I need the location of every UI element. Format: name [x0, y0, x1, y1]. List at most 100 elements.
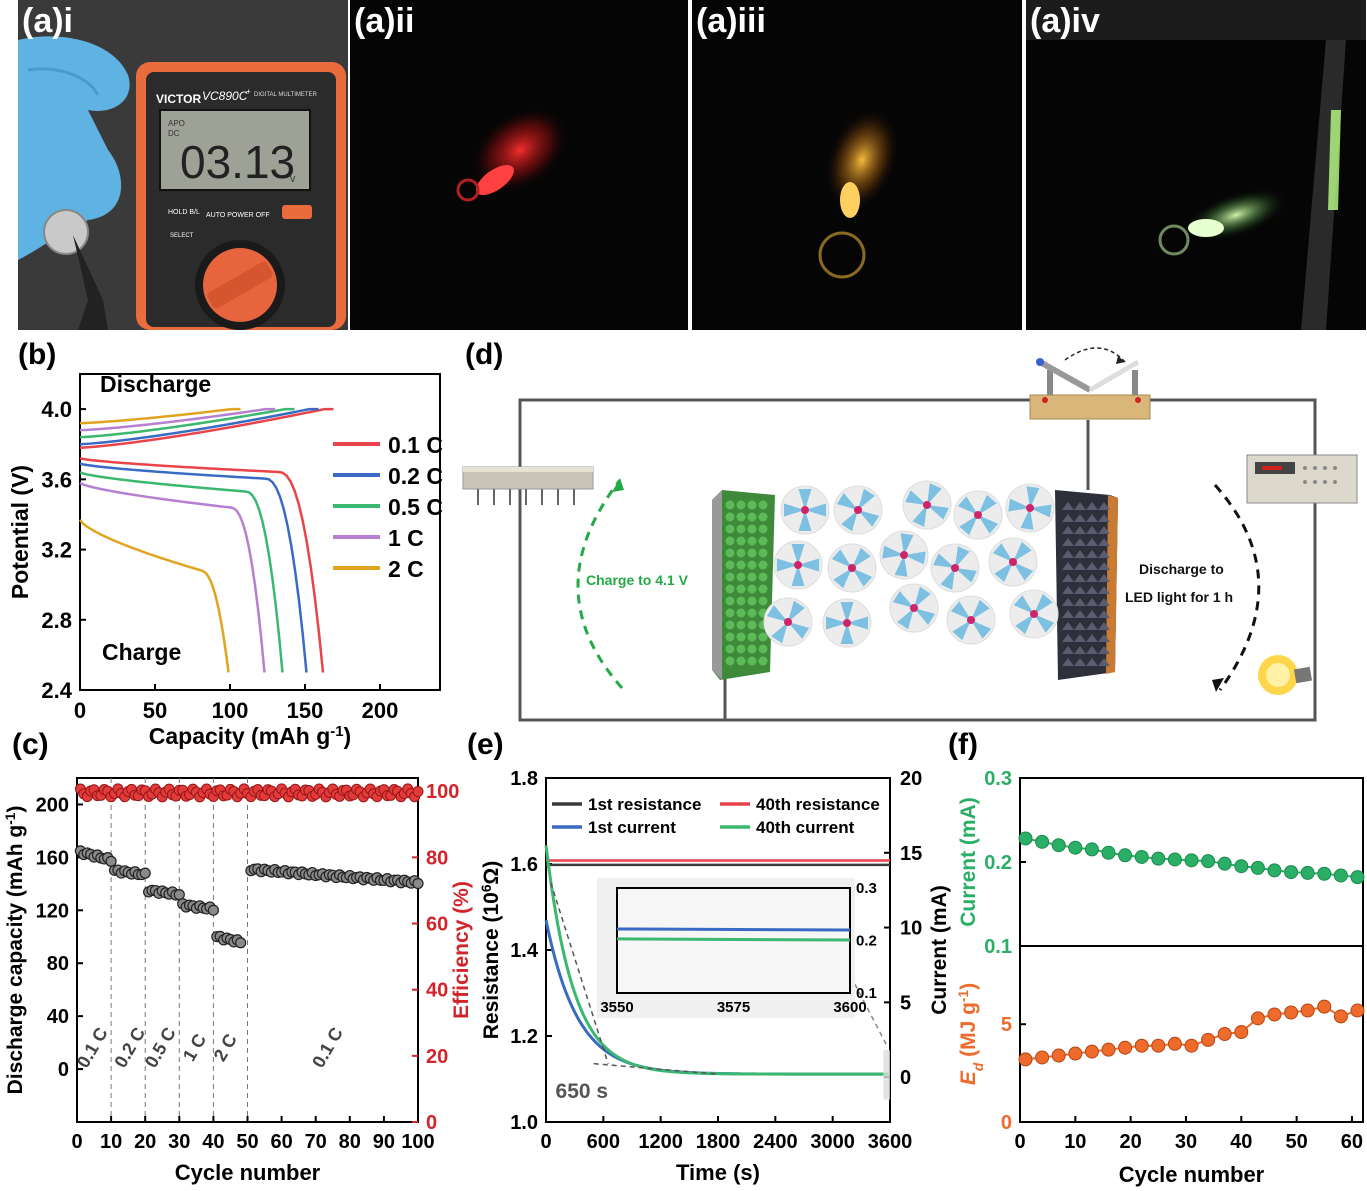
- ion-blade: [933, 553, 955, 568]
- ion-blade: [766, 605, 788, 622]
- cathode-bump: [1098, 502, 1110, 510]
- charge-curve-0: [79, 407, 334, 449]
- x-tick-label-c: 70: [305, 1131, 327, 1153]
- cathode-bump: [1086, 526, 1098, 534]
- circuit-wire-frame: [518, 398, 1317, 722]
- y2-tick-label-e: 5: [900, 992, 911, 1014]
- ion-blade: [840, 601, 854, 623]
- anode-bump: [747, 596, 757, 606]
- legend-label-e-1: 40th resistance: [756, 795, 880, 814]
- ion-core: [794, 561, 802, 569]
- svg-text:DIGITAL MULTIMETER: DIGITAL MULTIMETER: [254, 92, 318, 98]
- ion-core: [848, 564, 856, 572]
- cathode-bump: [1074, 502, 1086, 510]
- x-tick-label-e: 1200: [638, 1131, 683, 1153]
- ion-blade: [904, 551, 926, 565]
- anode-bump: [725, 524, 735, 534]
- tangent-line: [593, 1062, 719, 1075]
- ion-blade: [840, 623, 854, 645]
- current-point-f: [1333, 868, 1348, 883]
- cathode-bump: [1086, 538, 1098, 546]
- ion-blade: [791, 543, 805, 565]
- charge-curve-1: [79, 407, 319, 446]
- ion-blade: [955, 546, 970, 568]
- anode-bump: [747, 524, 757, 534]
- panel-label-a-i: (a)i: [22, 2, 73, 40]
- y-axis-label-c: Discharge capacity (mAh g-1): [3, 806, 28, 1095]
- y-tick-label-f-top: 0.1: [984, 936, 1012, 958]
- cathode-bump: [1074, 658, 1086, 666]
- cathode-bump: [1062, 550, 1074, 558]
- anode-bump: [736, 572, 746, 582]
- x-axis-label-b: Capacity (mAh g-1): [149, 723, 351, 750]
- legend-label-e-0: 1st resistance: [588, 795, 701, 814]
- anode-bump: [758, 632, 768, 642]
- ion-blade: [798, 488, 812, 510]
- anode-bump: [747, 644, 757, 654]
- lcd-display: [159, 109, 311, 191]
- anode-bump: [758, 656, 768, 666]
- x-axis-label-e: Time (s): [676, 1160, 760, 1185]
- ion-core: [1026, 504, 1034, 512]
- energy-point-f: [1267, 1007, 1282, 1022]
- x-tick-label-c: 40: [202, 1131, 224, 1153]
- ion-core: [843, 619, 851, 627]
- multimeter-photo: VICTOR VC890C + DIGITAL MULTIMETER APO D…: [18, 0, 348, 330]
- ion-blade: [1034, 614, 1055, 633]
- tangent-line: [550, 882, 609, 1064]
- energy-point-f: [1101, 1042, 1116, 1057]
- cathode-bump: [1062, 502, 1074, 510]
- inset-y-tick: 0.1: [856, 985, 877, 1002]
- anode-bump: [725, 608, 735, 618]
- cathode-bump: [1074, 622, 1086, 630]
- y2-axis-label-e: Current (mA): [928, 885, 951, 1015]
- ion-blade: [897, 608, 914, 630]
- energy-point-f: [1051, 1048, 1066, 1063]
- battery-tester-icon: [462, 466, 594, 505]
- energy-point-f: [1201, 1032, 1216, 1047]
- current-point-f: [1068, 840, 1083, 855]
- y-tick-label-e: 1.0: [510, 1112, 538, 1134]
- ion-blade: [1030, 504, 1052, 518]
- ion-blade: [905, 490, 927, 505]
- energy-point-f: [1134, 1038, 1149, 1053]
- anode-bump: [758, 596, 768, 606]
- anode-bump: [747, 572, 757, 582]
- y-tick-label-b: 3.2: [41, 538, 72, 563]
- cathode-bump: [1098, 622, 1110, 630]
- ion-blade: [798, 558, 820, 572]
- anode-bump: [747, 608, 757, 618]
- cathode-bump: [1086, 586, 1098, 594]
- x-tick-label-e: 1800: [696, 1131, 741, 1153]
- ion-particles: [763, 480, 1059, 648]
- cathode-bump: [1074, 562, 1086, 570]
- plot-frame-b: [79, 373, 441, 691]
- x-tick-label-c: 30: [168, 1131, 190, 1153]
- current-point-f: [1217, 856, 1232, 871]
- svg-text:HOLD B/L: HOLD B/L: [168, 209, 200, 216]
- rate-label-c: 0.1 C: [73, 1024, 112, 1071]
- anode-bump: [758, 584, 768, 594]
- y-tick-label-f-top: 0.2: [984, 852, 1012, 874]
- coin-cell: [43, 209, 89, 255]
- x-tick-label-c: 50: [236, 1131, 258, 1153]
- anode-bump: [758, 560, 768, 570]
- cathode-bump: [1086, 598, 1098, 606]
- sourcemeter-icon: [1246, 454, 1358, 504]
- cathode-bump: [1062, 622, 1074, 630]
- legend-label-e-3: 40th current: [756, 818, 855, 837]
- cathode-bump: [1074, 610, 1086, 618]
- x-tick-label-e: 3600: [868, 1131, 913, 1153]
- cathode-bump: [1098, 514, 1110, 522]
- cathode-bump: [1086, 658, 1098, 666]
- cathode-bump: [1062, 634, 1074, 642]
- x-tick-label-e: 600: [587, 1131, 620, 1153]
- y-tick-label-f-top: 0.3: [984, 768, 1012, 790]
- x-tick-label-f: 30: [1175, 1131, 1197, 1153]
- ion-blade: [927, 483, 942, 505]
- charge-label: Charge to 4.1 V: [586, 572, 689, 588]
- ion-blade: [805, 503, 827, 517]
- anode-bump: [747, 548, 757, 558]
- cathode-electrode: [1055, 490, 1118, 680]
- anode-bump: [747, 536, 757, 546]
